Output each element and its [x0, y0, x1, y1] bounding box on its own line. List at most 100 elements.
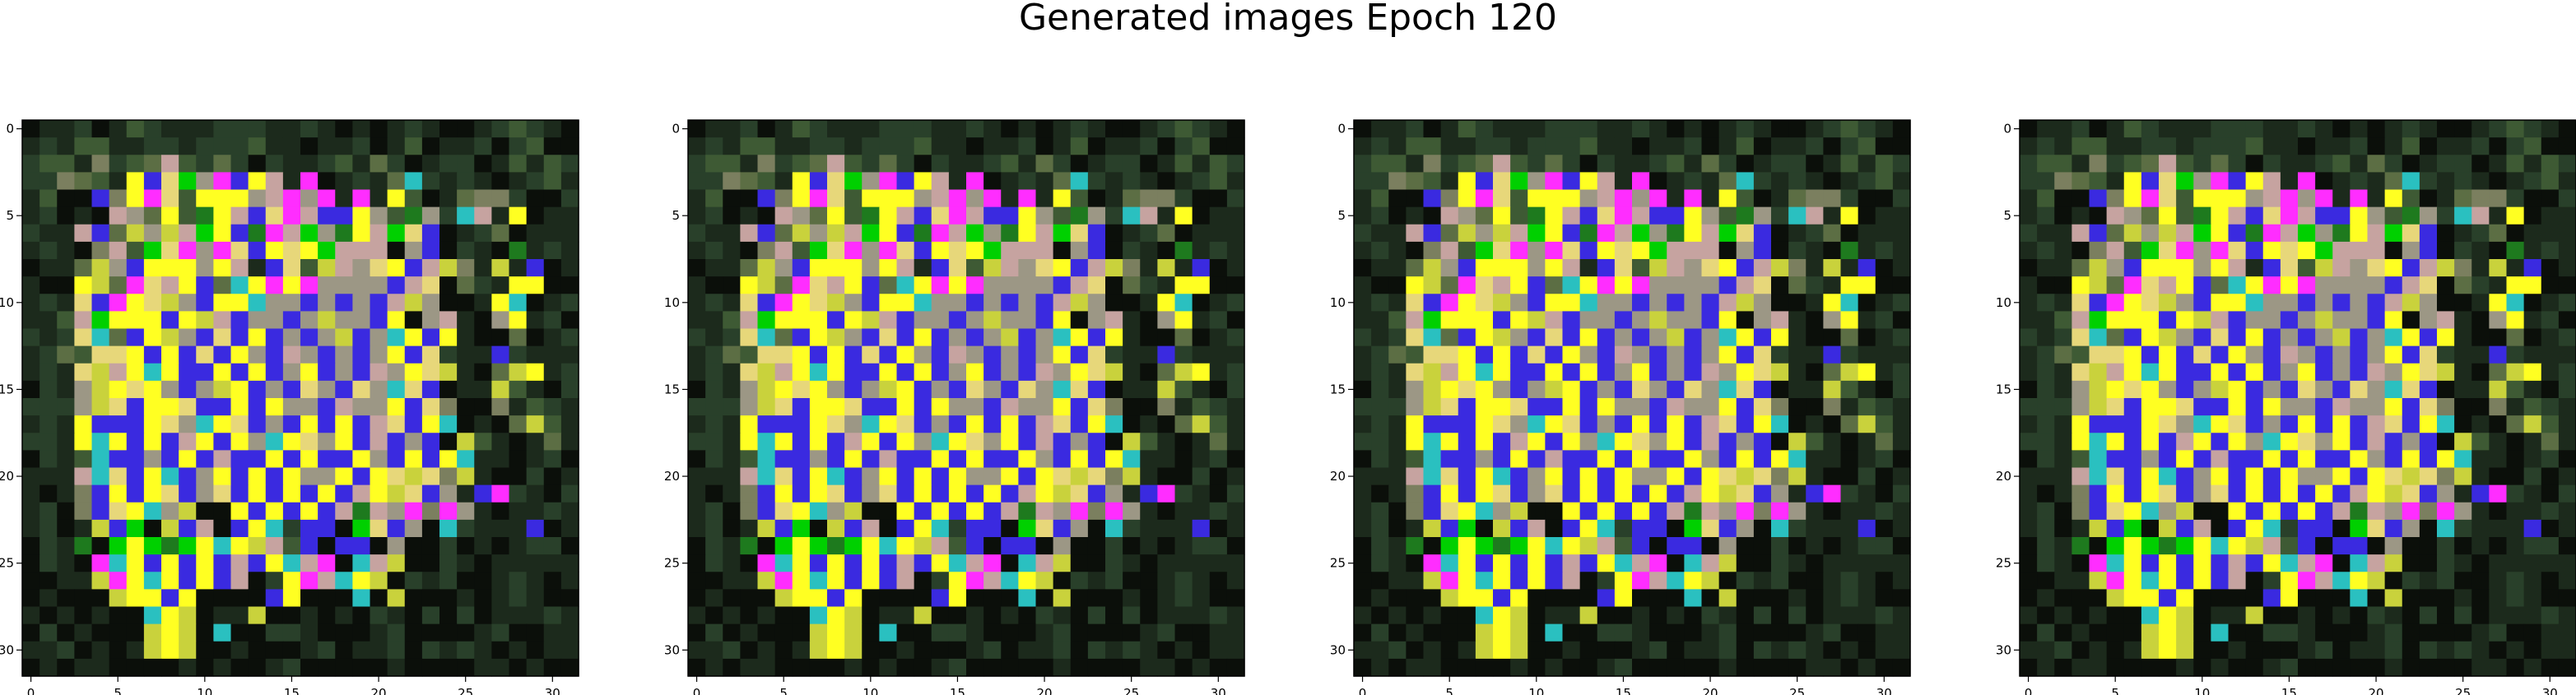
- pixel: [387, 380, 406, 399]
- pixel: [2471, 259, 2490, 277]
- pixel: [1823, 484, 1842, 503]
- pixel: [2280, 658, 2299, 677]
- pixel: [1718, 120, 1737, 138]
- pixel: [2089, 467, 2108, 486]
- pixel: [948, 537, 967, 555]
- pixel: [74, 294, 93, 312]
- pixel: [526, 241, 545, 260]
- pixel: [74, 537, 93, 555]
- pixel: [248, 206, 267, 225]
- pixel: [2437, 137, 2455, 155]
- pixel: [2367, 572, 2386, 590]
- pixel: [2367, 450, 2386, 469]
- pixel: [844, 467, 863, 486]
- pixel: [421, 311, 440, 330]
- pixel: [2159, 380, 2177, 399]
- y-tick-label: 30: [1330, 642, 1346, 657]
- pixel: [230, 658, 249, 677]
- pixel: [491, 189, 510, 208]
- pixel: [966, 311, 984, 330]
- pixel: [2298, 554, 2316, 572]
- pixel: [2211, 224, 2230, 243]
- pixel: [2071, 137, 2090, 155]
- pixel: [2106, 519, 2125, 538]
- pixel: [2176, 467, 2194, 486]
- pixel: [879, 259, 898, 277]
- pixel: [248, 155, 267, 173]
- pixel: [1579, 537, 1598, 555]
- pixel: [2541, 206, 2560, 225]
- pixel: [1527, 554, 1546, 572]
- pixel: [2454, 311, 2472, 330]
- pixel: [2315, 345, 2333, 364]
- pixel: [2489, 450, 2508, 469]
- pixel: [2506, 450, 2525, 469]
- pixel: [1858, 137, 1876, 155]
- axes-frame: [21, 119, 579, 677]
- pixel: [1684, 415, 1703, 433]
- pixel: [1157, 658, 1176, 677]
- pixel: [1684, 259, 1703, 277]
- pixel: [2506, 311, 2525, 330]
- pixel: [161, 155, 179, 173]
- pixel: [844, 623, 863, 642]
- pixel: [491, 137, 510, 155]
- pixel: [1701, 311, 1720, 330]
- pixel: [1840, 467, 1859, 486]
- pixel: [2245, 537, 2264, 555]
- pixel: [1157, 606, 1176, 625]
- pixel: [179, 554, 197, 572]
- pixel: [1875, 137, 1894, 155]
- pixel: [161, 241, 179, 260]
- pixel: [879, 328, 898, 347]
- pixel: [809, 189, 828, 208]
- pixel: [1649, 484, 1667, 503]
- pixel: [2020, 189, 2038, 208]
- pixel: [1354, 294, 1372, 312]
- pixel: [1823, 623, 1842, 642]
- pixel: [983, 484, 1002, 503]
- pixel: [2020, 363, 2038, 382]
- pixel: [809, 554, 828, 572]
- pixel: [1226, 137, 1245, 155]
- pixel: [1527, 189, 1546, 208]
- pixel: [1892, 206, 1911, 225]
- pixel: [91, 276, 110, 294]
- pixel: [404, 658, 423, 677]
- pixel: [543, 606, 562, 625]
- pixel: [896, 433, 915, 451]
- pixel: [2541, 606, 2560, 625]
- pixel: [161, 398, 179, 416]
- pixel: [2437, 398, 2455, 416]
- pixel: [2419, 572, 2438, 590]
- pixel: [1788, 502, 1806, 521]
- pixel: [844, 311, 863, 330]
- pixel: [2037, 120, 2055, 138]
- pixel: [1858, 415, 1876, 433]
- pixel: [1527, 415, 1546, 433]
- pixel: [2262, 606, 2281, 625]
- pixel: [1823, 137, 1842, 155]
- pixel: [1875, 328, 1894, 347]
- pixel: [1823, 380, 1842, 399]
- pixel: [983, 606, 1002, 625]
- pixel: [2350, 241, 2369, 260]
- pixel: [2176, 502, 2194, 521]
- pixel: [1510, 572, 1528, 590]
- pixel: [560, 294, 579, 312]
- pixel: [2384, 120, 2403, 138]
- pixel: [179, 206, 197, 225]
- pixel: [827, 363, 845, 382]
- pixel: [126, 484, 145, 503]
- pixel: [2367, 137, 2386, 155]
- pixel: [1192, 328, 1211, 347]
- pixel: [931, 398, 950, 416]
- pixel: [1753, 484, 1772, 503]
- pixel: [1753, 641, 1772, 660]
- pixel: [2176, 259, 2194, 277]
- axes-frame: [2019, 119, 2576, 677]
- pixel: [2020, 155, 2038, 173]
- pixel: [1174, 415, 1193, 433]
- pixel: [2211, 328, 2230, 347]
